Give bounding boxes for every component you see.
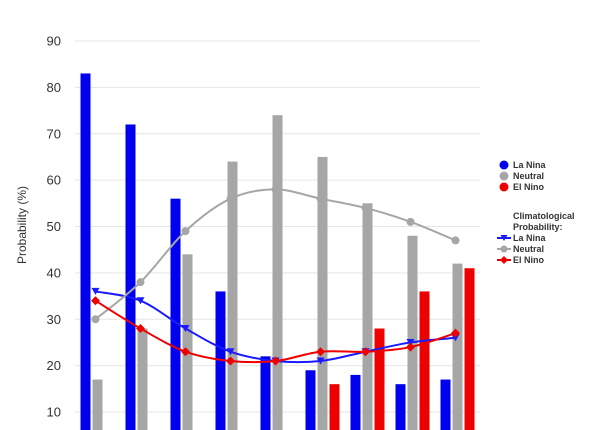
legend-clim-marker-neutral bbox=[497, 245, 511, 253]
climatology-point-neutral bbox=[226, 194, 235, 203]
bar-el-nino bbox=[464, 268, 475, 430]
y-tick-label: 50 bbox=[47, 219, 61, 234]
bar-el-nino bbox=[419, 291, 430, 430]
climatology-point-el-nino bbox=[316, 347, 325, 357]
legend-marker-neutral bbox=[499, 171, 509, 181]
climatology-point-el-nino bbox=[361, 347, 370, 357]
legend-clim-marker-la-nina bbox=[497, 235, 511, 241]
y-tick-label: 90 bbox=[47, 34, 61, 49]
y-axis-title: Probability (%) bbox=[15, 186, 29, 264]
bar-neutral bbox=[407, 235, 418, 430]
bar-la-nina bbox=[305, 370, 316, 430]
bar-la-nina bbox=[350, 374, 361, 430]
legend-climatology-title: Climatological Probability: bbox=[513, 211, 577, 232]
climatology-point-el-nino bbox=[271, 356, 280, 366]
bar-la-nina bbox=[440, 379, 451, 430]
bar-el-nino bbox=[329, 384, 340, 430]
climatology-point-neutral bbox=[451, 236, 460, 245]
climatology-point-la-nina bbox=[91, 287, 100, 295]
legend-marker-la-nina bbox=[499, 160, 509, 170]
climatology-point-neutral bbox=[316, 194, 325, 203]
climatology-point-el-nino bbox=[406, 342, 415, 352]
bar-neutral bbox=[92, 379, 103, 430]
climatology-point-neutral bbox=[406, 217, 415, 226]
y-tick-label: 40 bbox=[47, 265, 61, 280]
y-tick-label: 10 bbox=[47, 405, 61, 420]
bar-la-nina bbox=[125, 124, 136, 430]
legend-clim-label-el-nino: El Nino bbox=[513, 255, 545, 265]
climatology-point-neutral bbox=[91, 315, 100, 324]
climatology-point-neutral bbox=[136, 278, 145, 287]
y-tick-label: 80 bbox=[47, 80, 61, 95]
climatology-point-neutral bbox=[181, 227, 190, 236]
legend-clim-label-la-nina: La Nina bbox=[513, 233, 547, 243]
legend: La Nina Neutral El Nino Climatological P… bbox=[497, 160, 577, 265]
climatology-point-la-nina bbox=[451, 334, 460, 342]
climatology-lines bbox=[91, 185, 460, 366]
climatology-point-el-nino bbox=[181, 347, 190, 357]
climatology-point-neutral bbox=[271, 185, 280, 194]
y-axis-ticks: 10 20 30 40 50 60 70 80 90 bbox=[47, 34, 61, 420]
y-tick-label: 70 bbox=[47, 126, 61, 141]
bar-neutral bbox=[227, 161, 238, 430]
legend-clim-label-neutral: Neutral bbox=[513, 244, 544, 254]
bar-neutral bbox=[182, 254, 193, 430]
bar-neutral bbox=[452, 263, 463, 430]
bars bbox=[80, 73, 475, 430]
legend-label-el-nino: El Nino bbox=[513, 182, 545, 192]
legend-marker-el-nino bbox=[499, 182, 509, 192]
bar-la-nina bbox=[260, 356, 271, 430]
bar-la-nina bbox=[80, 73, 91, 430]
y-tick-label: 30 bbox=[47, 312, 61, 327]
climatology-point-la-nina bbox=[316, 357, 325, 365]
bar-neutral bbox=[272, 115, 283, 430]
climatology-point-la-nina bbox=[406, 338, 415, 346]
climatology-point-el-nino bbox=[91, 296, 100, 306]
bar-el-nino bbox=[374, 328, 385, 430]
bar-neutral bbox=[362, 203, 373, 430]
legend-label-la-nina: La Nina bbox=[513, 160, 547, 170]
climatology-point-la-nina bbox=[226, 348, 235, 356]
y-tick-label: 20 bbox=[47, 358, 61, 373]
climatology-point-el-nino bbox=[136, 324, 145, 334]
climatology-point-el-nino bbox=[451, 328, 460, 338]
bar-neutral bbox=[137, 328, 148, 430]
climatology-point-la-nina bbox=[136, 297, 145, 305]
y-tick-label: 60 bbox=[47, 173, 61, 188]
climatology-point-el-nino bbox=[226, 356, 235, 366]
legend-clim-marker-el-nino bbox=[497, 256, 511, 264]
bar-la-nina bbox=[170, 198, 181, 430]
bar-neutral bbox=[317, 156, 328, 430]
legend-label-neutral: Neutral bbox=[513, 171, 544, 181]
climatology-point-neutral bbox=[361, 203, 370, 212]
bar-la-nina bbox=[395, 384, 406, 430]
climatology-point-la-nina bbox=[181, 325, 190, 333]
